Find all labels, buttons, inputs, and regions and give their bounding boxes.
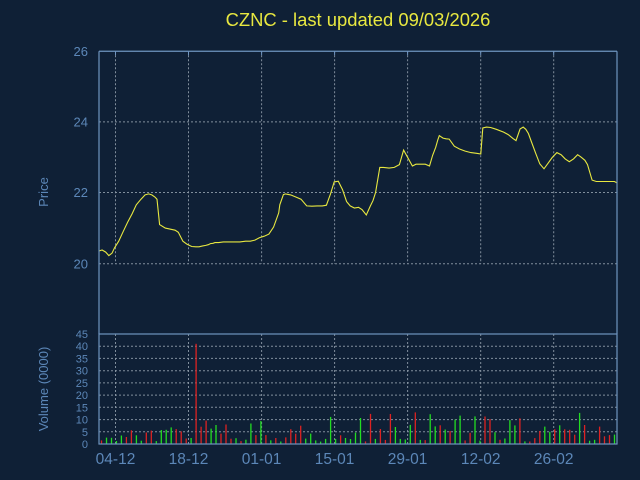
svg-text:25: 25 — [76, 378, 88, 390]
svg-text:Price: Price — [36, 177, 51, 207]
svg-text:15-01: 15-01 — [315, 451, 355, 468]
svg-text:15: 15 — [76, 402, 88, 414]
svg-text:35: 35 — [76, 353, 88, 365]
svg-text:20: 20 — [74, 257, 88, 272]
svg-text:04-12: 04-12 — [96, 451, 136, 468]
svg-text:30: 30 — [76, 366, 88, 378]
svg-text:01-01: 01-01 — [242, 451, 282, 468]
svg-text:10: 10 — [76, 415, 88, 427]
svg-text:12-02: 12-02 — [461, 451, 501, 468]
svg-text:0: 0 — [82, 439, 88, 451]
svg-text:20: 20 — [76, 390, 88, 402]
svg-text:CZNC - last updated 09/03/2026: CZNC - last updated 09/03/2026 — [226, 9, 491, 30]
svg-text:45: 45 — [76, 329, 88, 341]
svg-text:22: 22 — [74, 185, 88, 200]
svg-text:5: 5 — [82, 427, 88, 439]
svg-text:26: 26 — [74, 44, 88, 59]
svg-text:Volume (0000): Volume (0000) — [36, 347, 51, 432]
svg-text:40: 40 — [76, 341, 88, 353]
svg-text:26-02: 26-02 — [534, 451, 574, 468]
svg-text:29-01: 29-01 — [388, 451, 428, 468]
svg-text:18-12: 18-12 — [169, 451, 209, 468]
svg-text:24: 24 — [74, 115, 88, 130]
